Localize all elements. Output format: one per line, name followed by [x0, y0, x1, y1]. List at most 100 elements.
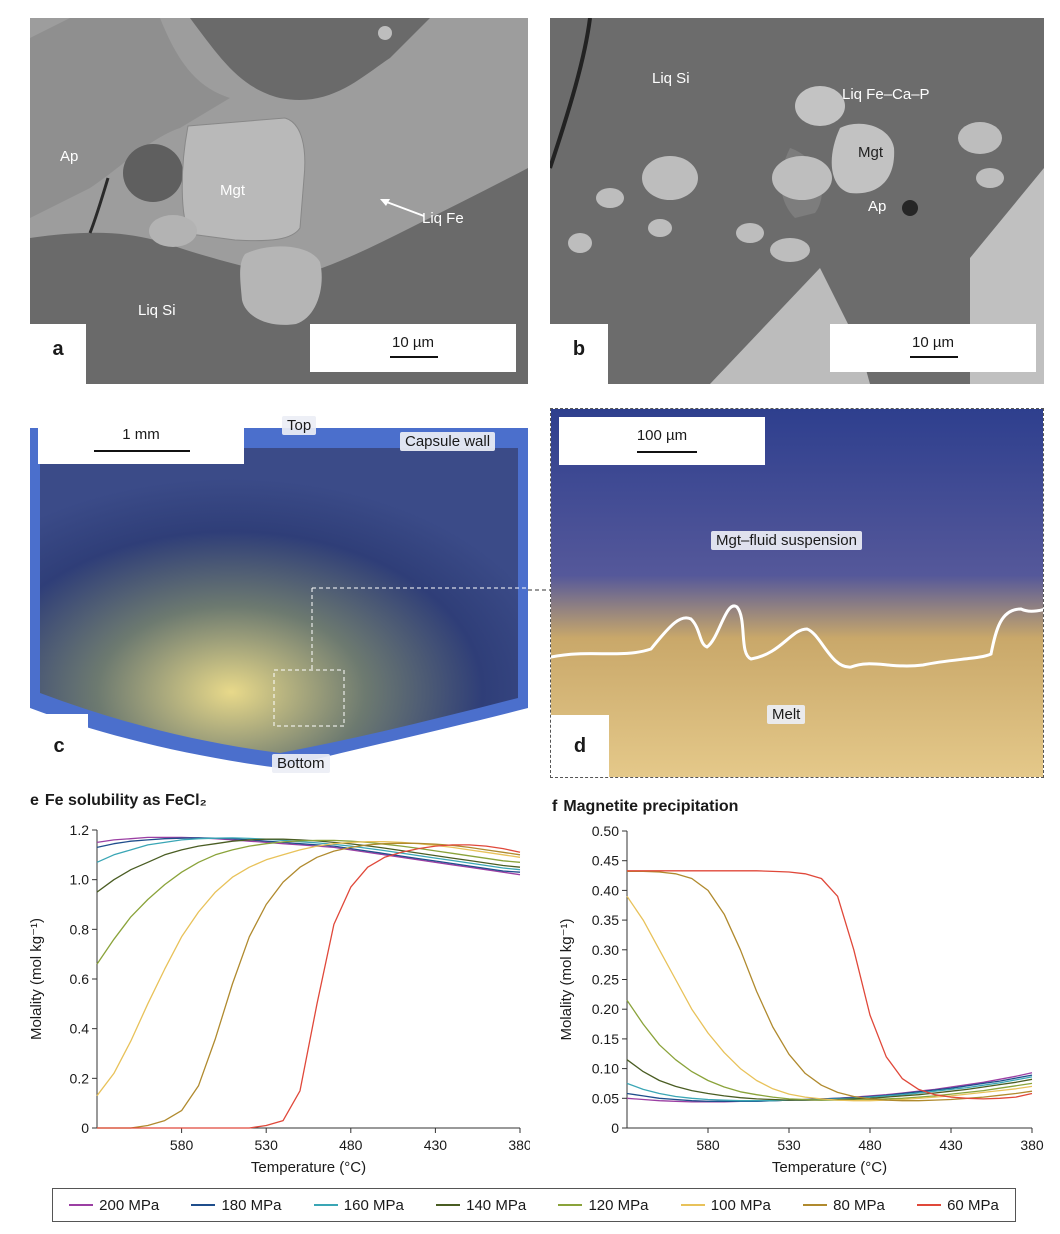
- panel-c-letter: c: [30, 714, 88, 778]
- panel-c-image: [30, 428, 528, 768]
- legend-label: 100 MPa: [710, 1196, 771, 1214]
- panel-d-scale-label: 100 µm: [636, 427, 688, 444]
- chart-e-title-text: Fe solubility as FeCl₂: [44, 792, 207, 809]
- series-line-80-mpa: [627, 870, 1033, 1102]
- x-tick-label: 580: [170, 1137, 194, 1153]
- y-tick-label: 0.4: [70, 1021, 90, 1037]
- series-line-60-mpa: [97, 844, 521, 1129]
- label-liq-fe: Liq Fe: [422, 210, 464, 227]
- label-capsule-wall: Capsule wall: [400, 432, 496, 451]
- panel-b-scale-label: 10 µm: [912, 334, 954, 351]
- legend-swatch: [680, 1204, 705, 1206]
- c-d-connector: [528, 589, 550, 591]
- legend-label: 60 MPa: [947, 1196, 999, 1214]
- legend-item: 60 MPa: [917, 1197, 999, 1214]
- legend: 200 MPa 180 MPa 160 MPa 140 MPa 120 MPa 100 M…: [52, 1188, 1016, 1222]
- x-tick-label: 380: [508, 1137, 530, 1153]
- x-tick-label: 430: [939, 1137, 963, 1153]
- chart-f-title: f Magnetite precipitation: [552, 798, 739, 815]
- y-tick-label: 0.20: [592, 1001, 619, 1017]
- y-tick-label: 0.6: [70, 971, 90, 987]
- chart-e: 0 0.2 0.4 0.6 0.8 1.0 1.2 580 530 480 430 380 Temper…: [28, 822, 530, 1176]
- legend-swatch: [436, 1204, 461, 1206]
- y-axis-label: Molality (mol kg⁻¹): [558, 918, 575, 1040]
- legend-label: 140 MPa: [466, 1196, 527, 1214]
- panel-a-image: [30, 18, 528, 384]
- legend-label: 180 MPa: [221, 1196, 282, 1214]
- legend-item: 180 MPa: [191, 1196, 282, 1214]
- legend-item: 140 MPa: [436, 1197, 526, 1214]
- x-tick-label: 380: [1020, 1137, 1044, 1153]
- label-liq-fe-ca-p: Liq Fe–Ca–P: [842, 86, 930, 103]
- panel-b-micrograph: Liq Si Liq Fe–Ca–P Mgt Ap b 10 µm: [550, 18, 1044, 384]
- label-mgt: Mgt: [858, 144, 884, 161]
- y-tick-label: 0.50: [592, 823, 619, 839]
- x-tick-label: 580: [696, 1137, 720, 1153]
- x-axis-label: Temperature (°C): [772, 1159, 887, 1176]
- series-line-80-mpa: [97, 842, 521, 1129]
- legend-item: 100 MPa: [680, 1196, 771, 1214]
- panel-a-scale-bar: [390, 356, 438, 358]
- panel-d-scale-bar: [637, 451, 697, 453]
- label-liq-si: Liq Si: [652, 70, 690, 87]
- legend-label: 200 MPa: [99, 1196, 160, 1214]
- panel-c-scale-bar: [94, 450, 190, 452]
- series-line-120-mpa: [96, 839, 521, 965]
- panel-c-scale-label: 1 mm: [122, 426, 160, 443]
- legend-item: 160 MPa: [313, 1196, 404, 1214]
- series-line-100-mpa: [626, 895, 1033, 1102]
- legend-swatch: [558, 1204, 583, 1206]
- y-tick-label: 0.25: [592, 972, 619, 988]
- panel-d-micrograph: 100 µm Mgt–fluid suspension Melt d: [550, 408, 1044, 778]
- panel-c-scalebox: 1 mm: [38, 416, 244, 464]
- series-line-180-mpa: [96, 837, 521, 873]
- y-tick-label: 0.05: [592, 1090, 619, 1106]
- panel-a-scale-label: 10 µm: [392, 334, 434, 351]
- panel-a-scalebox: 10 µm: [310, 324, 516, 372]
- x-tick-label: 530: [255, 1137, 279, 1153]
- x-tick-label: 530: [777, 1137, 801, 1153]
- legend-item: 200 MPa: [69, 1197, 159, 1214]
- y-tick-label: 0.15: [592, 1031, 619, 1047]
- arrow-icon: [380, 199, 425, 217]
- legend-swatch: [191, 1204, 216, 1206]
- y-tick-label: 0: [81, 1120, 89, 1136]
- legend-swatch: [313, 1204, 338, 1206]
- y-tick-label: 1.2: [70, 822, 90, 838]
- series-line-60-mpa: [627, 870, 1033, 1100]
- chart-e-title: e Fe solubility as FeCl₂: [30, 792, 207, 809]
- legend-label: 160 MPa: [343, 1196, 404, 1214]
- panel-b-scale-bar: [910, 356, 958, 358]
- panel-b-image: [550, 18, 1044, 384]
- legend-swatch: [917, 1204, 942, 1206]
- legend-swatch: [803, 1204, 828, 1206]
- y-tick-label: 0.35: [592, 912, 619, 928]
- legend-item: 120 MPa: [558, 1197, 649, 1214]
- y-tick-label: 0.8: [70, 921, 90, 937]
- panel-b-letter: b: [550, 324, 608, 384]
- panel-a-letter: a: [30, 324, 86, 384]
- x-tick-label: 480: [858, 1137, 882, 1153]
- y-tick-label: 0: [611, 1120, 619, 1136]
- legend-swatch: [69, 1204, 94, 1206]
- series-line-160-mpa: [96, 837, 521, 871]
- y-tick-label: 1.0: [70, 872, 90, 888]
- panel-d-letter: d: [551, 715, 609, 777]
- label-top: Top: [282, 416, 317, 435]
- label-ap: Ap: [60, 148, 79, 165]
- panel-c-micrograph: 1 mm Top Capsule wall Bottom c: [30, 408, 528, 778]
- label-bottom: Bottom: [272, 754, 330, 773]
- panel-a-micrograph: Ap Mgt Liq Fe Liq Si a 10 µm: [30, 18, 528, 384]
- chart-f-title-text: Magnetite precipitation: [563, 798, 739, 815]
- label-mgt: Mgt: [220, 182, 246, 199]
- legend-label: 80 MPa: [833, 1196, 885, 1214]
- x-tick-label: 430: [424, 1137, 448, 1153]
- y-tick-label: 0.45: [592, 853, 619, 869]
- y-tick-label: 0.2: [70, 1070, 90, 1086]
- y-tick-label: 0.10: [592, 1061, 619, 1077]
- x-tick-label: 480: [339, 1137, 363, 1153]
- panel-d-scalebox: 100 µm: [559, 417, 765, 465]
- panel-b-scalebox: 10 µm: [830, 324, 1036, 372]
- y-tick-label: 0.30: [592, 942, 619, 958]
- label-melt: Melt: [767, 705, 806, 724]
